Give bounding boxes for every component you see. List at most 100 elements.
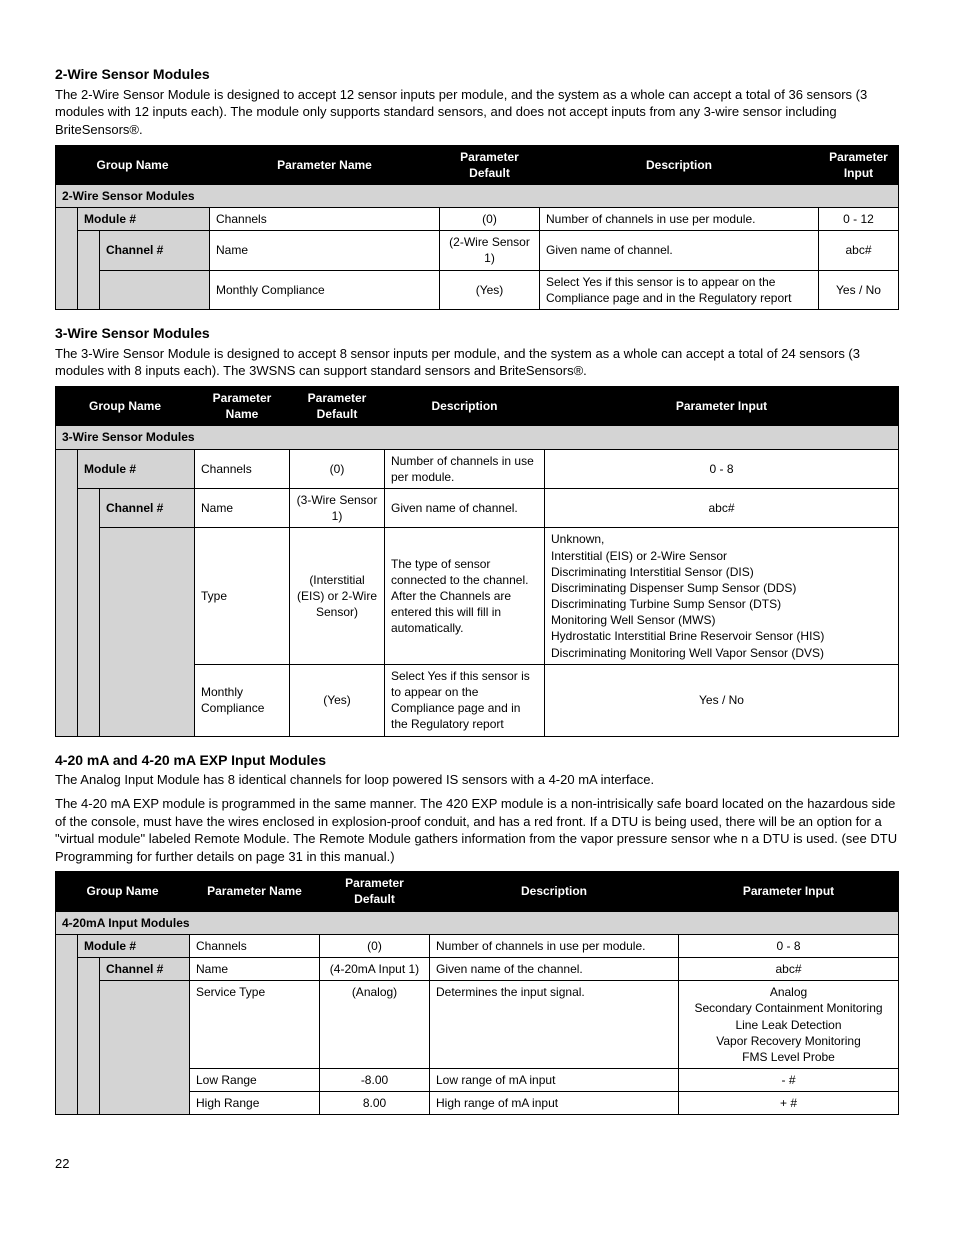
group-label: 2-Wire Sensor Modules [56,184,899,207]
table-2wire: Group Name Parameter Name Parameter Defa… [55,145,899,311]
section2-title: 3-Wire Sensor Modules [55,324,899,343]
th-param-name: Parameter Name [190,872,320,911]
cell-param-default: (0) [290,449,385,488]
th-param-default: Parameter Default [290,387,385,426]
indent-cell [56,934,78,1115]
indent-cell [78,488,100,736]
cell-description: Number of channels in use per module. [540,208,819,231]
section2-text: The 3-Wire Sensor Module is designed to … [55,345,899,380]
section1-title: 2-Wire Sensor Modules [55,65,899,84]
cell-param-default: (Yes) [290,664,385,736]
cell-param-default: (0) [440,208,540,231]
cell-param-input: Yes / No [819,270,899,309]
indent-cell [78,231,100,310]
table-group-row: 2-Wire Sensor Modules [56,184,899,207]
cell-param-name: Channels [210,208,440,231]
cell-param-name: Monthly Compliance [210,270,440,309]
cell-param-name: Channels [195,449,290,488]
section3-text1: The Analog Input Module has 8 identical … [55,771,899,789]
table-420ma: Group Name Parameter Name Parameter Defa… [55,871,899,1115]
cell-description: Select Yes if this sensor is to appear o… [385,664,545,736]
th-description: Description [540,145,819,184]
cell-param-input: 0 - 8 [545,449,899,488]
cell-param-default: 8.00 [320,1092,430,1115]
table-row: Channel # Name (2-Wire Sensor 1) Given n… [56,231,899,270]
cell-param-default: (2-Wire Sensor 1) [440,231,540,270]
cell-param-name: Name [190,957,320,980]
cell-param-input: Yes / No [545,664,899,736]
th-group-name: Group Name [56,387,195,426]
section3-text2: The 4-20 mA EXP module is programmed in … [55,795,899,865]
channel-label: Channel # [100,957,190,980]
indent-cell [56,208,78,310]
table-row: Type (Interstitial (EIS) or 2-Wire Senso… [56,528,899,665]
th-param-input: Parameter Input [679,872,899,911]
cell-param-default: (Interstitial (EIS) or 2-Wire Sensor) [290,528,385,665]
module-label: Module # [78,934,190,957]
cell-description: Determines the input signal. [430,981,679,1069]
th-param-default: Parameter Default [320,872,430,911]
cell-param-default: -8.00 [320,1069,430,1092]
page-number: 22 [55,1155,899,1173]
cell-param-input: abc# [679,957,899,980]
cell-param-input: + # [679,1092,899,1115]
section3-title: 4-20 mA and 4-20 mA EXP Input Modules [55,751,899,770]
th-description: Description [430,872,679,911]
table-header-row: Group Name Parameter Name Parameter Defa… [56,872,899,911]
cell-param-input: 0 - 8 [679,934,899,957]
table-3wire: Group Name Parameter Name Parameter Defa… [55,386,899,737]
table-row: Service Type (Analog) Determines the inp… [56,981,899,1069]
cell-param-input: 0 - 12 [819,208,899,231]
module-label: Module # [78,208,210,231]
table-group-row: 4-20mA Input Modules [56,911,899,934]
section1-text: The 2-Wire Sensor Module is designed to … [55,86,899,139]
indent-cell [56,449,78,736]
cell-param-default: (Analog) [320,981,430,1069]
cell-description: Given name of channel. [540,231,819,270]
th-param-default: Parameter Default [440,145,540,184]
cell-description: Number of channels in use per module. [385,449,545,488]
th-group-name: Group Name [56,145,210,184]
cell-description: The type of sensor connected to the chan… [385,528,545,665]
th-param-name: Parameter Name [210,145,440,184]
th-param-input: Parameter Input [819,145,899,184]
cell-param-input: Analog Secondary Containment Monitoring … [679,981,899,1069]
cell-param-name: Service Type [190,981,320,1069]
cell-param-name: Type [195,528,290,665]
cell-param-input: Unknown, Interstitial (EIS) or 2-Wire Se… [545,528,899,665]
cell-param-input: abc# [819,231,899,270]
cell-param-name: Name [210,231,440,270]
cell-description: Low range of mA input [430,1069,679,1092]
module-label: Module # [78,449,195,488]
indent-cell [100,981,190,1115]
cell-param-default: (Yes) [440,270,540,309]
channel-label: Channel # [100,488,195,527]
th-param-name: Parameter Name [195,387,290,426]
table-header-row: Group Name Parameter Name Parameter Defa… [56,145,899,184]
table-row: Channel # Name (4-20mA Input 1) Given na… [56,957,899,980]
indent-cell [100,270,210,309]
table-row: Module # Channels (0) Number of channels… [56,449,899,488]
table-row: Channel # Name (3-Wire Sensor 1) Given n… [56,488,899,527]
table-row: Module # Channels (0) Number of channels… [56,934,899,957]
cell-param-name: Name [195,488,290,527]
cell-param-default: (0) [320,934,430,957]
indent-cell [100,528,195,736]
cell-description: Number of channels in use per module. [430,934,679,957]
table-row: Module # Channels (0) Number of channels… [56,208,899,231]
th-description: Description [385,387,545,426]
table-header-row: Group Name Parameter Name Parameter Defa… [56,387,899,426]
th-param-input: Parameter Input [545,387,899,426]
cell-description: Select Yes if this sensor is to appear o… [540,270,819,309]
th-group-name: Group Name [56,872,190,911]
group-label: 4-20mA Input Modules [56,911,899,934]
indent-cell [78,957,100,1115]
cell-description: Given name of channel. [385,488,545,527]
cell-description: High range of mA input [430,1092,679,1115]
cell-param-input: abc# [545,488,899,527]
cell-param-name: Low Range [190,1069,320,1092]
cell-param-default: (4-20mA Input 1) [320,957,430,980]
table-group-row: 3-Wire Sensor Modules [56,426,899,449]
cell-param-name: High Range [190,1092,320,1115]
channel-label: Channel # [100,231,210,270]
